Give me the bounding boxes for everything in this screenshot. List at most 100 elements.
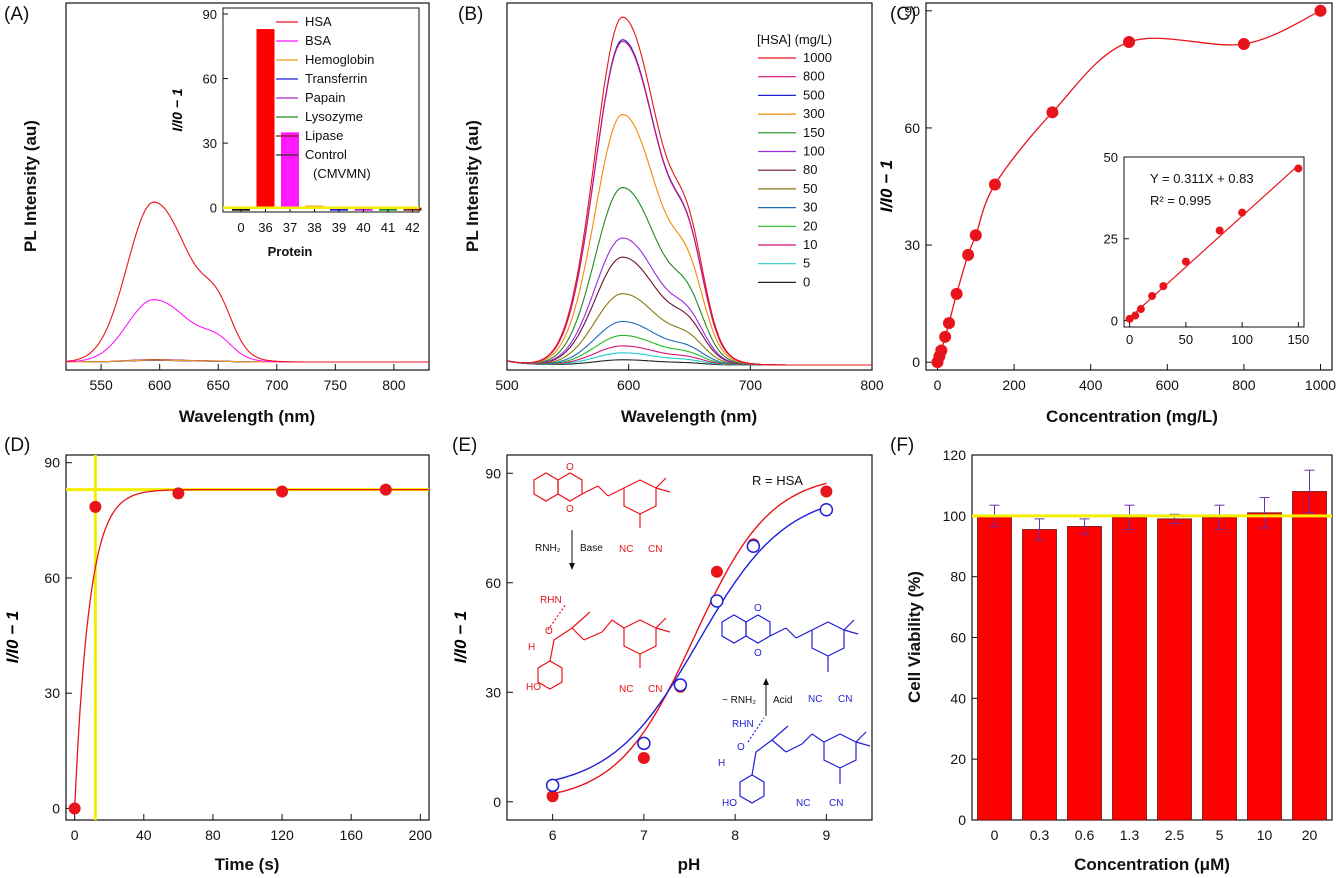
scheme-blue-adduct — [739, 717, 871, 804]
inset-c-plot: 0 50 100 150 0 25 50 — [1104, 150, 1310, 347]
panel-c-letter: (C) — [890, 4, 916, 25]
inset-x-tick-label: 50 — [1179, 332, 1193, 347]
scheme-ho-1: HO — [526, 682, 541, 693]
inset-x-tick-label: 150 — [1288, 332, 1310, 347]
data-point — [969, 229, 982, 242]
x-tick-label: 2.5 — [1165, 827, 1185, 843]
panel-c-x-title: Concentration (mg/L) — [1046, 407, 1218, 426]
data-point — [637, 736, 651, 751]
legend-label: 100 — [803, 144, 825, 159]
data-point — [935, 344, 948, 357]
bar — [1112, 516, 1147, 821]
x-tick-label: 5 — [1216, 827, 1224, 843]
data-point — [942, 317, 955, 330]
inset-x-tick-label: 0 — [237, 220, 244, 235]
scheme-red-adduct-labels: RHN O H HO NC CN — [526, 595, 662, 695]
scheme-ho-2: HO — [722, 798, 737, 809]
x-tick-label: 600 — [1156, 377, 1180, 393]
inset-a-y-title: I/I0 − 1 — [169, 88, 185, 131]
data-point — [962, 248, 975, 261]
inset-y-tick-label: 0 — [210, 201, 217, 216]
panel-e-note: R = HSA — [752, 473, 803, 488]
y-tick-label: 20 — [950, 751, 966, 767]
legend-label: HSA — [305, 14, 332, 29]
x-tick-label: 9 — [822, 827, 830, 843]
x-tick-label: 700 — [265, 377, 289, 393]
y-tick-label: 80 — [950, 569, 966, 585]
y-tick-label: 30 — [44, 685, 60, 701]
panel-b-x-title: Wavelength (nm) — [621, 407, 757, 426]
panel-e-frame — [506, 454, 873, 821]
inset-x-tick-label: 38 — [307, 220, 321, 235]
inset-point — [1238, 208, 1247, 217]
y-tick-label: 100 — [943, 508, 967, 524]
inset-c-equation: Y = 0.311X + 0.83 — [1150, 171, 1254, 186]
panel-e-letter: (E) — [452, 435, 477, 456]
panel-d-y-title: I/I0 − 1 — [3, 611, 22, 663]
x-tick-label: 800 — [1232, 377, 1256, 393]
scheme-o-6: O — [737, 742, 745, 753]
panel-b-letter: (B) — [458, 4, 483, 25]
inset-a-x-title: Protein — [268, 244, 313, 259]
inset-fit-line — [1129, 164, 1299, 319]
panel-a-y-title: PL Intensity (au) — [21, 120, 40, 252]
panel-f-y-title: Cell Viability (%) — [905, 571, 924, 703]
inset-point — [1181, 257, 1190, 266]
data-point — [710, 594, 724, 608]
inset-point — [1136, 305, 1145, 314]
panel-d-axes: 0 40 80 120 160 200 0 30 60 90 — [44, 455, 432, 843]
y-tick-label: 60 — [950, 630, 966, 646]
y-tick-label: 90 — [485, 465, 501, 481]
legend-label: 800 — [803, 69, 825, 84]
legend-label: Transferrin — [305, 71, 367, 86]
legend-label: 20 — [803, 218, 817, 233]
x-tick-label: 200 — [409, 827, 433, 843]
scheme-o-3: O — [545, 626, 553, 637]
sigmoid-fit — [552, 482, 827, 795]
y-tick-label: 30 — [485, 684, 501, 700]
x-tick-label: 6 — [549, 827, 557, 843]
data-point — [379, 483, 392, 496]
scheme-cn-3: CN — [838, 694, 852, 705]
data-point — [746, 539, 761, 553]
inset-point — [1148, 291, 1157, 300]
scheme-nc-2: NC — [619, 684, 633, 695]
inset-point — [1131, 311, 1140, 320]
inset-a-frame — [222, 7, 420, 213]
x-tick-label: 20 — [1302, 827, 1318, 843]
inset-x-tick-label: 36 — [258, 220, 272, 235]
scheme-red-adduct — [537, 603, 671, 690]
x-tick-label: 700 — [739, 377, 763, 393]
y-tick-label: 30 — [904, 237, 920, 253]
panel-d-x-title: Time (s) — [215, 855, 280, 874]
spectrum-line — [507, 16, 872, 366]
data-point — [68, 802, 81, 815]
inset-y-tick-label: 25 — [1104, 232, 1118, 247]
y-tick-label: 60 — [904, 120, 920, 136]
y-tick-label: 0 — [493, 794, 501, 810]
legend-label: Hemoglobin — [305, 52, 374, 67]
panel-a-letter: (A) — [4, 4, 29, 25]
panel-e-y-title: I/I0 − 1 — [451, 611, 470, 663]
x-tick-label: 0.6 — [1075, 827, 1095, 843]
inset-x-tick-label: 41 — [381, 220, 395, 235]
inset-x-tick-label: 0 — [1126, 332, 1133, 347]
x-tick-label: 600 — [148, 377, 172, 393]
x-tick-label: 0.3 — [1030, 827, 1050, 843]
sigmoid-fit — [552, 506, 827, 782]
x-tick-label: 120 — [270, 827, 294, 843]
x-tick-label: 750 — [324, 377, 348, 393]
legend-label: Papain — [305, 90, 345, 105]
legend-label: 1000 — [803, 50, 832, 65]
kinetic-fit — [73, 488, 429, 809]
inset-point — [1294, 164, 1303, 173]
scheme-blue-chromone — [721, 614, 859, 672]
panel-a-legend: HSA BSA Hemoglobin Transferrin Papain Lysozym… — [276, 14, 374, 181]
x-tick-label: 8 — [731, 827, 739, 843]
y-tick-label: 90 — [44, 455, 60, 471]
scheme-nc-3: NC — [808, 694, 822, 705]
